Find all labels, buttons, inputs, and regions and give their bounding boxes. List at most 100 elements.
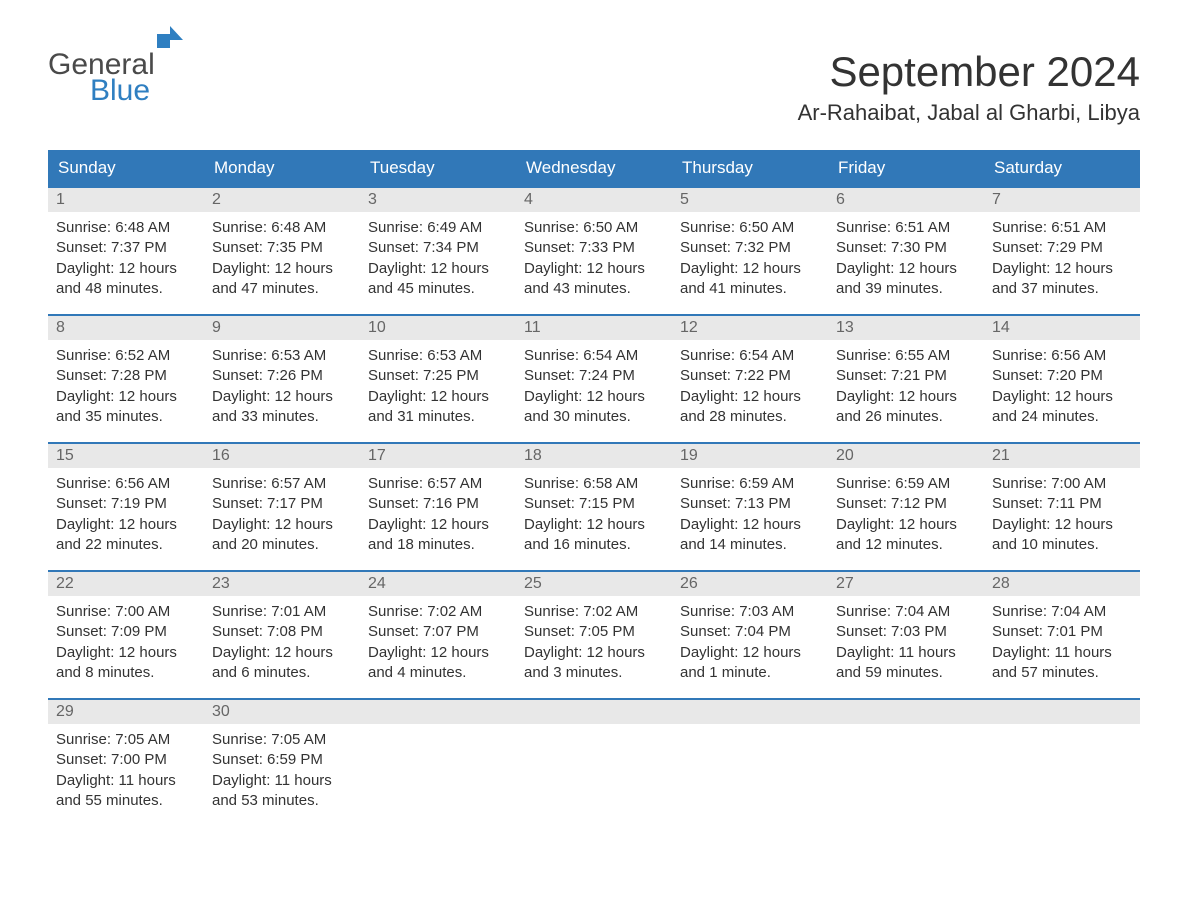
day-content: Sunrise: 6:51 AMSunset: 7:29 PMDaylight:… — [984, 212, 1140, 305]
day-daylight2: and 20 minutes. — [212, 535, 352, 555]
day-header-sunday: Sunday — [48, 150, 204, 186]
day-sunrise: Sunrise: 6:59 AM — [680, 474, 820, 494]
day-sunset: Sunset: 7:35 PM — [212, 238, 352, 258]
day-sunrise: Sunrise: 6:56 AM — [992, 346, 1132, 366]
day-sunset: Sunset: 7:09 PM — [56, 622, 196, 642]
day-sunrise: Sunrise: 6:49 AM — [368, 218, 508, 238]
day-sunset: Sunset: 7:37 PM — [56, 238, 196, 258]
day-content: Sunrise: 6:54 AMSunset: 7:24 PMDaylight:… — [516, 340, 672, 433]
day-cell: 12Sunrise: 6:54 AMSunset: 7:22 PMDayligh… — [672, 316, 828, 442]
day-daylight1: Daylight: 11 hours — [992, 643, 1132, 663]
day-cell: 13Sunrise: 6:55 AMSunset: 7:21 PMDayligh… — [828, 316, 984, 442]
day-content: Sunrise: 7:05 AMSunset: 6:59 PMDaylight:… — [204, 724, 360, 817]
day-sunrise: Sunrise: 6:52 AM — [56, 346, 196, 366]
day-number: 15 — [48, 444, 204, 468]
day-content: Sunrise: 7:04 AMSunset: 7:03 PMDaylight:… — [828, 596, 984, 689]
day-cell: 8Sunrise: 6:52 AMSunset: 7:28 PMDaylight… — [48, 316, 204, 442]
empty-day-number — [360, 700, 516, 724]
day-number: 7 — [984, 188, 1140, 212]
day-cell: 15Sunrise: 6:56 AMSunset: 7:19 PMDayligh… — [48, 444, 204, 570]
day-sunrise: Sunrise: 7:02 AM — [524, 602, 664, 622]
day-cell: 20Sunrise: 6:59 AMSunset: 7:12 PMDayligh… — [828, 444, 984, 570]
day-cell: 21Sunrise: 7:00 AMSunset: 7:11 PMDayligh… — [984, 444, 1140, 570]
day-sunset: Sunset: 7:25 PM — [368, 366, 508, 386]
day-number: 4 — [516, 188, 672, 212]
day-number: 12 — [672, 316, 828, 340]
day-number: 2 — [204, 188, 360, 212]
day-content: Sunrise: 6:56 AMSunset: 7:20 PMDaylight:… — [984, 340, 1140, 433]
day-sunrise: Sunrise: 6:54 AM — [680, 346, 820, 366]
day-header-thursday: Thursday — [672, 150, 828, 186]
day-daylight1: Daylight: 12 hours — [56, 387, 196, 407]
day-daylight2: and 31 minutes. — [368, 407, 508, 427]
day-daylight1: Daylight: 11 hours — [212, 771, 352, 791]
location: Ar-Rahaibat, Jabal al Gharbi, Libya — [798, 100, 1140, 126]
day-header-wednesday: Wednesday — [516, 150, 672, 186]
day-daylight2: and 59 minutes. — [836, 663, 976, 683]
week-row: 15Sunrise: 6:56 AMSunset: 7:19 PMDayligh… — [48, 442, 1140, 570]
day-sunset: Sunset: 7:11 PM — [992, 494, 1132, 514]
day-sunset: Sunset: 7:22 PM — [680, 366, 820, 386]
day-content: Sunrise: 7:00 AMSunset: 7:11 PMDaylight:… — [984, 468, 1140, 561]
day-daylight1: Daylight: 12 hours — [524, 515, 664, 535]
day-daylight1: Daylight: 12 hours — [992, 515, 1132, 535]
day-sunrise: Sunrise: 6:53 AM — [212, 346, 352, 366]
day-sunrise: Sunrise: 6:48 AM — [212, 218, 352, 238]
day-sunset: Sunset: 7:16 PM — [368, 494, 508, 514]
day-daylight1: Daylight: 12 hours — [524, 387, 664, 407]
day-daylight2: and 43 minutes. — [524, 279, 664, 299]
day-cell: 22Sunrise: 7:00 AMSunset: 7:09 PMDayligh… — [48, 572, 204, 698]
day-daylight2: and 14 minutes. — [680, 535, 820, 555]
day-daylight1: Daylight: 12 hours — [680, 259, 820, 279]
day-number: 24 — [360, 572, 516, 596]
day-daylight2: and 53 minutes. — [212, 791, 352, 811]
day-cell: 17Sunrise: 6:57 AMSunset: 7:16 PMDayligh… — [360, 444, 516, 570]
day-daylight1: Daylight: 12 hours — [992, 387, 1132, 407]
day-daylight1: Daylight: 12 hours — [836, 259, 976, 279]
day-content: Sunrise: 7:00 AMSunset: 7:09 PMDaylight:… — [48, 596, 204, 689]
day-number: 17 — [360, 444, 516, 468]
day-content: Sunrise: 6:57 AMSunset: 7:16 PMDaylight:… — [360, 468, 516, 561]
day-cell: 16Sunrise: 6:57 AMSunset: 7:17 PMDayligh… — [204, 444, 360, 570]
day-content: Sunrise: 6:55 AMSunset: 7:21 PMDaylight:… — [828, 340, 984, 433]
day-cell: 6Sunrise: 6:51 AMSunset: 7:30 PMDaylight… — [828, 188, 984, 314]
day-daylight1: Daylight: 12 hours — [368, 259, 508, 279]
day-sunset: Sunset: 7:01 PM — [992, 622, 1132, 642]
day-content: Sunrise: 7:02 AMSunset: 7:07 PMDaylight:… — [360, 596, 516, 689]
day-number: 9 — [204, 316, 360, 340]
month-title: September 2024 — [798, 48, 1140, 96]
day-sunset: Sunset: 7:17 PM — [212, 494, 352, 514]
day-sunset: Sunset: 7:13 PM — [680, 494, 820, 514]
day-sunrise: Sunrise: 7:05 AM — [212, 730, 352, 750]
day-header-saturday: Saturday — [984, 150, 1140, 186]
day-number: 13 — [828, 316, 984, 340]
day-daylight2: and 4 minutes. — [368, 663, 508, 683]
day-daylight1: Daylight: 11 hours — [836, 643, 976, 663]
day-sunset: Sunset: 7:21 PM — [836, 366, 976, 386]
day-cell: 30Sunrise: 7:05 AMSunset: 6:59 PMDayligh… — [204, 700, 360, 826]
day-sunrise: Sunrise: 6:57 AM — [212, 474, 352, 494]
day-sunrise: Sunrise: 7:02 AM — [368, 602, 508, 622]
day-sunset: Sunset: 7:03 PM — [836, 622, 976, 642]
day-content: Sunrise: 6:59 AMSunset: 7:13 PMDaylight:… — [672, 468, 828, 561]
day-daylight2: and 6 minutes. — [212, 663, 352, 683]
day-number: 6 — [828, 188, 984, 212]
logo: General Blue — [48, 48, 183, 108]
day-content: Sunrise: 7:05 AMSunset: 7:00 PMDaylight:… — [48, 724, 204, 817]
calendar: Sunday Monday Tuesday Wednesday Thursday… — [48, 150, 1140, 826]
day-number: 1 — [48, 188, 204, 212]
day-sunset: Sunset: 7:24 PM — [524, 366, 664, 386]
day-cell: 24Sunrise: 7:02 AMSunset: 7:07 PMDayligh… — [360, 572, 516, 698]
day-sunrise: Sunrise: 6:50 AM — [524, 218, 664, 238]
day-daylight1: Daylight: 12 hours — [56, 515, 196, 535]
day-sunset: Sunset: 7:19 PM — [56, 494, 196, 514]
day-daylight2: and 37 minutes. — [992, 279, 1132, 299]
day-header-row: Sunday Monday Tuesday Wednesday Thursday… — [48, 150, 1140, 186]
day-sunset: Sunset: 7:29 PM — [992, 238, 1132, 258]
empty-day-cell — [828, 700, 984, 826]
day-daylight1: Daylight: 12 hours — [368, 515, 508, 535]
day-cell: 25Sunrise: 7:02 AMSunset: 7:05 PMDayligh… — [516, 572, 672, 698]
day-daylight1: Daylight: 12 hours — [56, 643, 196, 663]
day-daylight2: and 28 minutes. — [680, 407, 820, 427]
day-content: Sunrise: 7:04 AMSunset: 7:01 PMDaylight:… — [984, 596, 1140, 689]
